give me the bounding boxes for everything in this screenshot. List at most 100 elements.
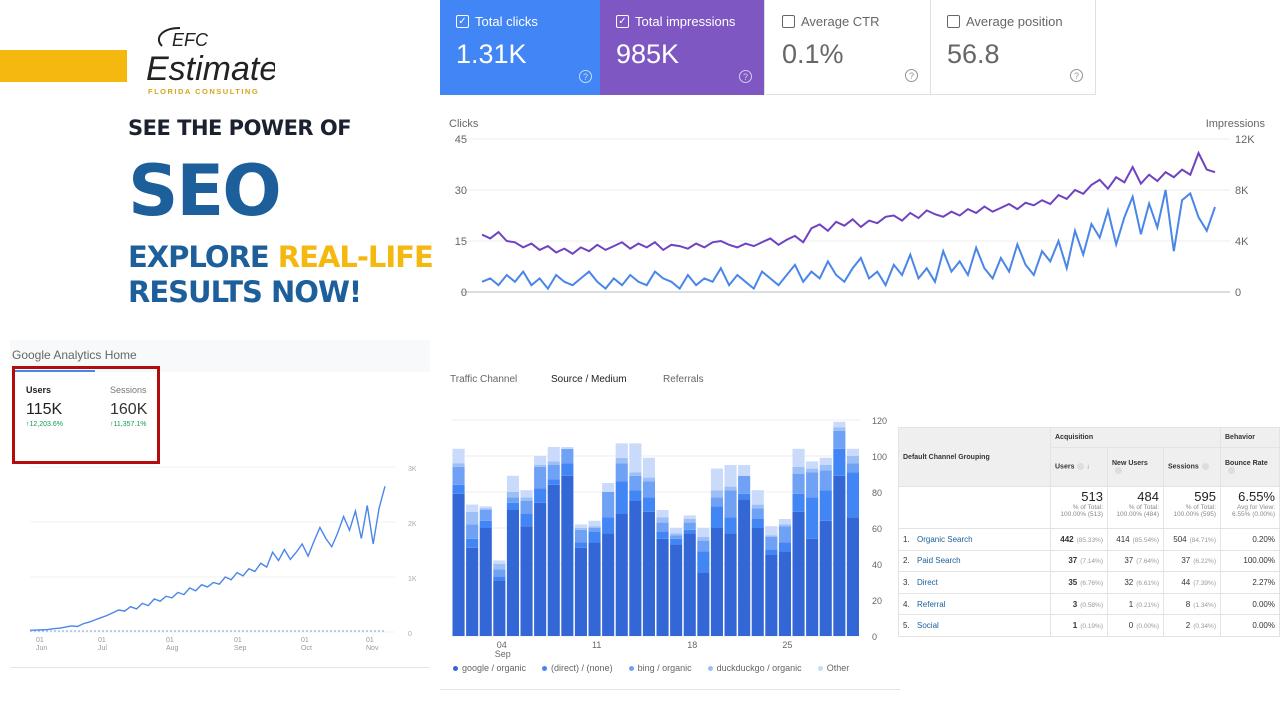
x-tick: 04 [497, 640, 507, 650]
bar-segment [629, 501, 642, 636]
legend-item[interactable]: bing / organic [628, 663, 692, 673]
users-percent: (0.19%) [1080, 623, 1103, 631]
users-percent: (85.33%) [1076, 536, 1103, 544]
sessions-percent: (7.39%) [1193, 579, 1216, 587]
bar-segment [520, 526, 533, 636]
users-cell: 35 (6.76%) [1050, 571, 1108, 594]
bounce-rate-cell: 100.00% [1220, 549, 1280, 573]
bar-segment [534, 488, 547, 503]
legend-label: google / organic [462, 663, 527, 673]
bar-segment [710, 497, 723, 507]
table-row: 3. Direct 35 (6.76%) 32 (6.61%) 44 (7.39%) 2… [898, 571, 1280, 594]
sessions-percent: (6.22%) [1193, 558, 1216, 566]
col-users[interactable]: Users ↓ [1050, 447, 1108, 487]
cta-results: RESULTS NOW! [128, 275, 362, 309]
tab-source-medium[interactable]: Source / Medium [551, 374, 627, 385]
checkbox-icon[interactable]: ✓ [456, 15, 469, 28]
bar-segment [656, 531, 669, 539]
col-bounce-rate[interactable]: Bounce Rate [1220, 447, 1280, 487]
bar-segment [588, 531, 601, 543]
col-new-users[interactable]: New Users [1107, 447, 1164, 487]
bar-segment [683, 522, 696, 530]
new-users-percent: (85.54%) [1132, 536, 1159, 544]
bar-segment [506, 510, 519, 636]
bar-segment [466, 538, 479, 548]
svg-text:FLORIDA CONSULTING: FLORIDA CONSULTING [148, 87, 259, 96]
legend-item[interactable]: google / organic [453, 663, 526, 673]
x-tick: 11 [592, 640, 601, 650]
bar-segment [588, 520, 601, 527]
efc-logo: EFC Estimate FLORIDA CONSULTING [146, 27, 275, 96]
checkbox-icon[interactable] [782, 15, 795, 28]
checkbox-icon[interactable]: ✓ [616, 15, 629, 28]
channel-link[interactable]: Direct [917, 577, 938, 587]
bar-segment [479, 508, 492, 510]
metric-users[interactable]: Users 115K ↑12,203.6% [26, 385, 63, 428]
sessions-cell: 2 (0.34%) [1163, 614, 1221, 637]
metric-card[interactable]: Average position 56.8 ? [931, 0, 1096, 95]
bar-segment [683, 529, 696, 534]
svg-text:EFC: EFC [172, 30, 209, 50]
bar-segment [806, 538, 819, 636]
total-caption: % of Total: [1072, 504, 1103, 511]
help-icon[interactable]: ? [1070, 69, 1083, 82]
bar-segment [520, 490, 533, 498]
metric-sessions[interactable]: Sessions 160K ↑11,357.1% [110, 385, 147, 428]
legend-item[interactable]: (direct) / (none) [542, 663, 613, 673]
help-icon[interactable]: ? [905, 69, 918, 82]
channel-cell: 3. Direct [898, 571, 1051, 594]
metric-card[interactable]: ✓ Total impressions 985K ? [600, 0, 765, 95]
bar-segment [615, 481, 628, 514]
metric-card[interactable]: Average CTR 0.1% ? [766, 0, 931, 95]
x-tick-month: Aug [166, 645, 179, 652]
bar-segment [588, 528, 601, 532]
tab-traffic-channel[interactable]: Traffic Channel [450, 374, 518, 385]
metric-change: 12,203.6% [29, 421, 63, 428]
channel-link[interactable]: Social [917, 621, 939, 631]
y-tick-right: 12K [1235, 134, 1255, 146]
x-tick-month: Oct [301, 645, 312, 652]
metric-card[interactable]: ✓ Total clicks 1.31K ? [440, 0, 605, 95]
help-icon[interactable]: ? [579, 70, 592, 83]
col-sessions[interactable]: Sessions [1163, 447, 1221, 487]
bar-segment [520, 501, 533, 514]
legend-item[interactable]: Other [817, 663, 849, 673]
channel-link[interactable]: Paid Search [917, 556, 961, 566]
channel-link[interactable]: Referral [917, 599, 946, 609]
bar-segment [574, 547, 587, 636]
highlight-box [12, 366, 160, 464]
bar-segment [683, 515, 696, 519]
sessions-cell: 37 (6.22%) [1163, 549, 1221, 573]
bar-segment [642, 477, 655, 482]
legend-dot-icon [817, 666, 823, 672]
bar-segment [833, 475, 846, 636]
y-tick-left: 30 [455, 185, 467, 197]
bar-segment [670, 528, 683, 534]
card-value: 56.8 [947, 39, 1000, 69]
bar-segment [629, 443, 642, 473]
tab-referrals[interactable]: Referrals [663, 374, 704, 385]
bar-segment [670, 538, 683, 545]
new-users-cell: 1 (0.21%) [1107, 592, 1164, 616]
users-value: 442 [1060, 534, 1074, 544]
y-tick-left: 0 [461, 287, 467, 299]
bar-segment [833, 421, 846, 428]
y-tick: 100 [872, 452, 887, 462]
y-tick-left: 45 [455, 134, 467, 146]
card-value: 0.1% [782, 39, 844, 69]
bar-segment [751, 504, 764, 509]
users-value: 37 [1068, 556, 1078, 566]
col-channel-grouping: Default Channel Grouping [898, 427, 1051, 487]
bar-segment [778, 526, 791, 543]
checkbox-icon[interactable] [947, 15, 960, 28]
bar-segment [751, 490, 764, 505]
bar-segment [574, 528, 587, 530]
totals-row: 513% of Total: 100.00% (513) 484% of Total… [898, 486, 1280, 529]
bar-segment [574, 529, 587, 543]
help-icon[interactable]: ? [739, 70, 752, 83]
bar-segment [452, 466, 465, 485]
channel-link[interactable]: Organic Search [917, 534, 973, 544]
legend-item[interactable]: duckduckgo / organic [707, 663, 802, 673]
y-axis-label-right: Impressions [1206, 118, 1266, 130]
